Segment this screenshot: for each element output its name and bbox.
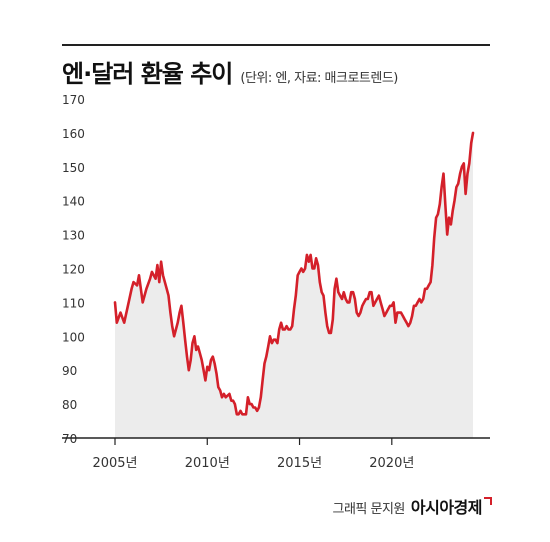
x-tick-label: 2015년 bbox=[277, 456, 322, 471]
y-tick-label: 130 bbox=[62, 229, 85, 243]
title-row: 엔·달러 환율 추이 (단위: 엔, 자료: 매크로트렌드) bbox=[62, 54, 398, 89]
y-tick-label: 90 bbox=[62, 364, 77, 378]
y-tick-label: 150 bbox=[62, 161, 85, 175]
line-layer bbox=[113, 131, 475, 416]
x-tick-label: 2020년 bbox=[369, 456, 414, 471]
y-tick-label: 100 bbox=[62, 330, 85, 344]
footer: 그래픽 문지원 아시아경제 bbox=[332, 494, 492, 518]
y-tick-label: 80 bbox=[62, 398, 77, 412]
y-axis: 70 80 90 100 110 120 130 140 150 160 170 bbox=[62, 93, 85, 446]
y-tick-label: 110 bbox=[62, 296, 85, 310]
top-rule bbox=[62, 44, 490, 46]
publisher-logo: 아시아경제 bbox=[410, 498, 483, 517]
series-line bbox=[113, 131, 475, 416]
graphic-credit: 그래픽 문지원 bbox=[332, 502, 405, 517]
y-tick-label: 70 bbox=[62, 432, 77, 446]
x-tick-label: 2005년 bbox=[92, 456, 137, 471]
chart-title: 엔·달러 환율 추이 bbox=[62, 60, 233, 88]
y-tick-label: 120 bbox=[62, 263, 85, 277]
publisher-mark-icon bbox=[484, 497, 492, 505]
chart-subtitle: (단위: 엔, 자료: 매크로트렌드) bbox=[240, 71, 398, 86]
area-fill bbox=[115, 132, 473, 438]
x-tick-label: 2010년 bbox=[185, 456, 230, 471]
y-tick-label: 160 bbox=[62, 127, 85, 141]
y-tick-label: 170 bbox=[62, 93, 85, 107]
x-axis: 2005년 2010년 2015년 2020년 bbox=[62, 437, 490, 471]
y-tick-label: 140 bbox=[62, 195, 85, 209]
area-layer bbox=[115, 132, 473, 438]
